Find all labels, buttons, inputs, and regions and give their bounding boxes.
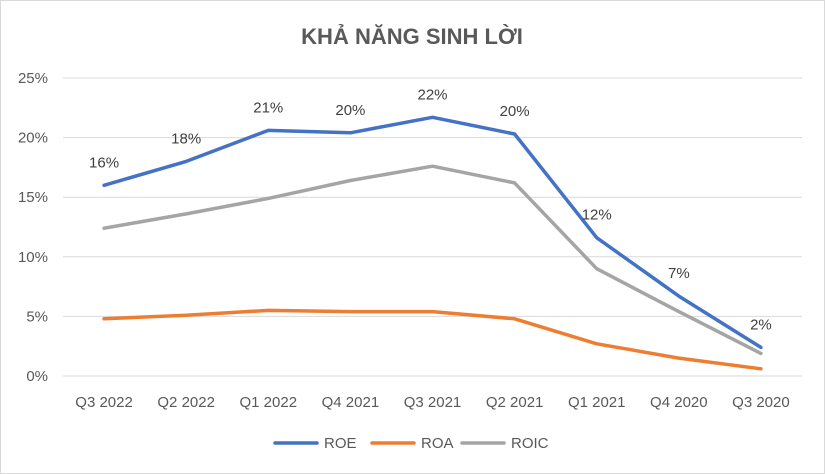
x-tick-label: Q2 2021	[486, 394, 544, 411]
data-point-roic	[266, 196, 270, 200]
data-point-roic	[348, 179, 352, 183]
data-label-roe: 16%	[89, 154, 119, 171]
x-tick-label: Q4 2021	[322, 394, 380, 411]
data-point-roa	[431, 310, 434, 314]
data-point-roa	[102, 317, 106, 321]
data-point-roe	[513, 132, 517, 136]
y-tick-label: 0%	[26, 368, 48, 385]
data-point-roic	[595, 267, 599, 271]
data-point-roe	[184, 159, 188, 163]
data-point-roe	[759, 345, 763, 349]
data-labels: 16% 18% 21% 20% 22% 20% 12% 7% 2%	[89, 86, 772, 333]
data-point-roa	[184, 313, 188, 317]
data-point-roe	[348, 131, 352, 135]
legend-label-roe: ROE	[324, 435, 357, 452]
data-label-roe: 7%	[668, 265, 690, 282]
x-tick-label: Q2 2022	[157, 394, 215, 411]
data-label-roe: 2%	[750, 316, 772, 333]
data-label-roe: 21%	[253, 99, 283, 116]
chart-title: KHẢ NĂNG SINH LỜI	[301, 24, 523, 49]
series-line-roa	[102, 308, 763, 371]
data-label-roe: 20%	[500, 103, 530, 120]
data-point-roic	[677, 310, 681, 314]
x-tick-label: Q1 2022	[240, 394, 298, 411]
x-tick-label: Q4 2020	[650, 394, 708, 411]
series-lines	[102, 115, 763, 371]
x-tick-label: Q1 2021	[568, 394, 626, 411]
x-tick-label: Q3 2022	[75, 394, 133, 411]
data-point-roa	[595, 342, 599, 346]
y-tick-label: 20%	[18, 130, 48, 147]
data-label-roe: 20%	[335, 102, 365, 119]
y-tick-label: 25%	[18, 70, 48, 87]
data-point-roa	[677, 356, 681, 360]
x-tick-label: Q3 2020	[732, 394, 790, 411]
series-line-roic	[102, 164, 763, 356]
data-point-roic	[431, 164, 434, 168]
data-point-roic	[184, 212, 188, 216]
y-tick-label: 15%	[18, 189, 48, 206]
data-point-roic	[102, 226, 106, 230]
data-point-roe	[266, 128, 270, 132]
y-axis: 0% 5% 10% 15% 20% 25%	[18, 70, 48, 385]
data-point-roa	[759, 367, 763, 371]
data-point-roa	[348, 310, 352, 314]
legend-label-roic: ROIC	[511, 435, 549, 452]
gridlines	[63, 77, 802, 377]
data-point-roic	[513, 181, 517, 185]
data-point-roe	[595, 236, 599, 240]
legend-label-roa: ROA	[421, 435, 454, 452]
data-point-roic	[759, 351, 763, 355]
x-axis: Q3 2022 Q2 2022 Q1 2022 Q4 2021 Q3 2021 Q2 20…	[75, 394, 789, 411]
legend: ROE ROA ROIC	[273, 435, 549, 452]
data-point-roe	[677, 294, 681, 298]
y-tick-label: 5%	[26, 308, 48, 325]
data-label-roe: 18%	[171, 130, 201, 147]
x-tick-label: Q3 2021	[404, 394, 462, 411]
data-point-roa	[266, 308, 270, 312]
y-tick-label: 10%	[18, 249, 48, 266]
data-point-roe	[431, 115, 434, 119]
data-point-roe	[102, 183, 106, 187]
data-label-roe: 12%	[582, 207, 612, 224]
data-label-roe: 22%	[417, 86, 447, 103]
data-point-roa	[513, 317, 517, 321]
